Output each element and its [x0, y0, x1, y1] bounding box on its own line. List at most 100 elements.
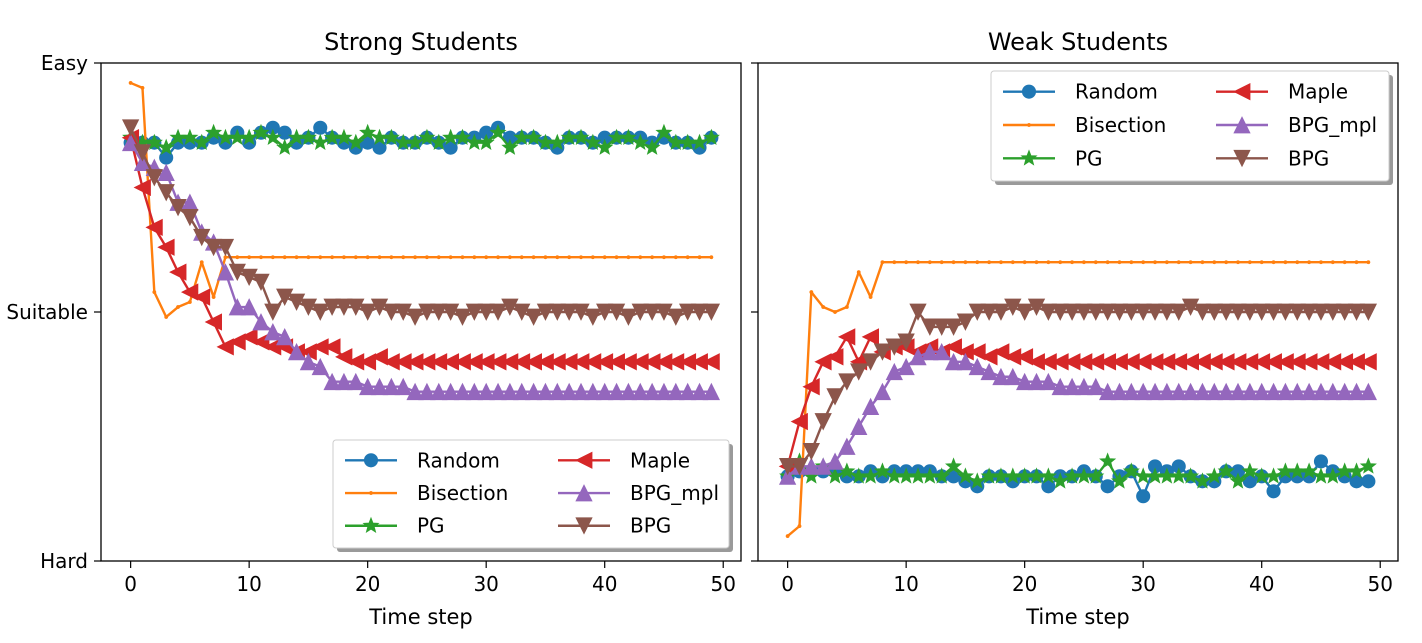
panel-2-bpg-mpl-point-35 — [1193, 382, 1212, 401]
panel-1-legend-marker-maple — [575, 451, 593, 469]
panel-2-bisection-point-10 — [904, 260, 909, 265]
panel-1-pg-point-5 — [181, 128, 199, 145]
panel-1-bisection-point-41 — [614, 255, 619, 260]
panel-1-bpg-mpl-point-28 — [453, 382, 472, 401]
panel-2-legend-label-random: Random — [1075, 80, 1158, 104]
panel-2-bpg-point-18 — [992, 303, 1010, 321]
panel-1-bpg-mpl-point-48 — [690, 382, 709, 401]
panel-1-bisection-point-20 — [365, 255, 370, 260]
panel-2-bpg-mpl-point-16 — [968, 357, 986, 376]
panel-2-bisection-point-31 — [1153, 260, 1158, 265]
panel-2-bpg-point-48 — [1347, 303, 1366, 321]
panel-2-bisection-point-43 — [1295, 260, 1300, 265]
panel-2-bisection-point-42 — [1283, 260, 1288, 265]
panel-2-bisection-point-29 — [1129, 260, 1134, 265]
panel-2-bpg-mpl-point-0 — [778, 467, 797, 485]
panel-1-bpg-mpl-point-34 — [524, 382, 543, 401]
panel-2-legend-box — [990, 70, 1390, 182]
panel-1-bpg-point-27 — [441, 303, 460, 321]
panel-2-bisection-point-8 — [880, 260, 885, 265]
panel-1-bpg-mpl-point-14 — [287, 342, 306, 361]
panel-1-bpg-mpl-point-18 — [335, 372, 353, 391]
panel-2-pg-point-26 — [1087, 467, 1105, 484]
panel-1-maple-point-49 — [702, 353, 720, 371]
panel-2-maple-point-49 — [1359, 353, 1377, 371]
panel-2-pg-point-39 — [1241, 462, 1259, 479]
panel-1-bpg-point-47 — [679, 303, 697, 321]
panel-2-bisection-point-13 — [939, 260, 944, 265]
panel-1-pg-point-38 — [572, 128, 590, 145]
panel-2-pg-point-15 — [956, 467, 974, 484]
panel-2-series-bpg-mpl — [778, 342, 1378, 485]
panel-1-bpg-mpl-point-3 — [157, 163, 175, 181]
panel-2-legend-item-maple: Maple — [1216, 80, 1348, 104]
panel-1-pg-point-16 — [311, 133, 329, 150]
panel-2-bpg-mpl-point-29 — [1122, 382, 1140, 401]
panel-1-pg-point-10 — [240, 128, 258, 145]
panel-1-legend-box — [332, 439, 730, 549]
panel-1-pg-point-20 — [359, 123, 377, 140]
panel-1-bpg-mpl-point-8 — [216, 263, 235, 281]
panel-2-legend-label-pg: PG — [1075, 146, 1103, 170]
panel-1-pg-point-15 — [299, 128, 317, 145]
panel-1-y-tick-label-hard: Hard — [40, 549, 88, 573]
panel-2-bisection-point-49 — [1366, 260, 1371, 265]
panel-1-bpg-point-20 — [359, 303, 377, 321]
panel-2-bpg-point-7 — [861, 353, 880, 371]
panel-2-bpg-mpl-point-49 — [1359, 382, 1378, 401]
panel-1-pg-point-48 — [690, 133, 709, 150]
panel-1-legend-item-maple: Maple — [558, 448, 690, 472]
panel-2-pg-point-8 — [873, 462, 891, 479]
panel-2-pg-point-36 — [1205, 467, 1223, 484]
panel-2-legend-item-bpg-mpl: BPG_mpl — [1216, 113, 1377, 137]
panel-2-legend-marker-bpg-mpl — [1233, 116, 1251, 134]
panel-1-maple-point-1 — [133, 178, 151, 197]
panel-1-bisection-point-21 — [377, 255, 382, 260]
panel-1-bisection-point-11 — [259, 255, 263, 260]
panel-2-bpg-mpl-point-24 — [1063, 377, 1081, 396]
panel-2-maple-point-17 — [980, 348, 998, 366]
panel-2-bpg-point-42 — [1276, 303, 1295, 321]
panel-2-pg-point-22 — [1039, 467, 1057, 484]
panel-1-bpg-mpl-point-16 — [311, 357, 329, 376]
panel-1-series-bisection — [128, 80, 714, 319]
panel-1-bisection-point-4 — [176, 305, 181, 309]
panel-1-bpg-mpl-point-33 — [513, 382, 531, 401]
panel-2-x-axis-label: Time step — [1025, 605, 1130, 629]
panel-1-pg-point-42 — [619, 128, 637, 145]
panel-2-bpg-point-9 — [885, 338, 903, 356]
panel-1-bisection-point-35 — [543, 255, 548, 260]
panel-1-pg-point-25 — [418, 128, 436, 145]
panel-1-series-pg — [122, 123, 720, 155]
panel-2-bpg-mpl-point-8 — [873, 382, 892, 401]
panel-2-random-point-41 — [1266, 484, 1281, 499]
panel-2-bpg-mpl-point-12 — [921, 342, 939, 361]
panel-1-bpg-point-16 — [311, 303, 329, 321]
panel-1-bpg-point-25 — [418, 303, 436, 321]
panel-2-bpg-point-23 — [1051, 303, 1069, 321]
panel-1-bpg-mpl-point-29 — [465, 382, 483, 401]
panel-1-bpg-point-18 — [335, 298, 353, 316]
panel-1-bpg-point-31 — [489, 303, 507, 321]
panel-1-bisection-point-1 — [140, 85, 145, 90]
panel-1-bisection-point-12 — [270, 255, 275, 260]
panel-1-pg-point-30 — [477, 133, 495, 150]
panel-1-bpg-mpl-point-30 — [477, 382, 495, 401]
panel-1-maple-point-5 — [180, 283, 199, 301]
panel-2-maple-point-4 — [826, 348, 844, 366]
panel-2-bisection-point-44 — [1307, 260, 1312, 265]
panel-2-bpg-point-40 — [1253, 303, 1271, 321]
panel-2-bisection-point-1 — [797, 524, 802, 529]
panel-2-bpg-point-41 — [1264, 303, 1283, 321]
panel-2-bpg-mpl-point-36 — [1205, 382, 1223, 401]
panel-2-bpg-mpl-point-15 — [956, 352, 975, 371]
panel-1-legend-label-maple: Maple — [630, 448, 690, 472]
panel-2-bpg-point-25 — [1075, 303, 1093, 321]
panel-1-bpg-point-13 — [276, 288, 294, 306]
panel-1-legend-label-bpg: BPG — [630, 514, 671, 538]
panel-1-bisection-point-46 — [673, 255, 678, 260]
panel-1-maple-point-20 — [358, 353, 377, 371]
panel-1-maple-point-21 — [370, 348, 388, 366]
panel-1-bpg-point-29 — [465, 303, 483, 321]
panel-2-bisection-point-14 — [951, 260, 956, 265]
